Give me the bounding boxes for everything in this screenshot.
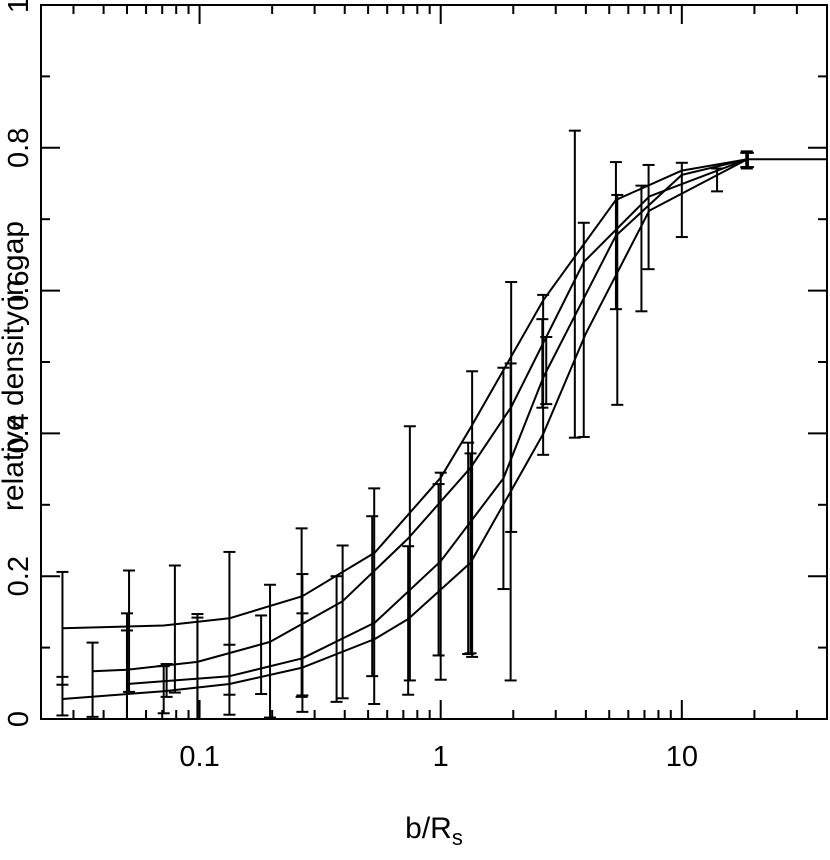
- y-tick-label: 0.2: [3, 556, 35, 596]
- error-bar: [403, 425, 416, 682]
- x-tick-label: 10: [666, 741, 698, 773]
- x-axis-label: b/Rs: [405, 812, 463, 850]
- error-bar: [536, 318, 549, 409]
- error-bar: [642, 163, 655, 271]
- error-bar: [462, 441, 475, 656]
- series-line-1: [62, 158, 827, 630]
- plot-frame: [40, 4, 828, 720]
- series-lines: [62, 158, 827, 700]
- y-tick-label: 1: [3, 0, 35, 13]
- y-tick-label: 0.6: [3, 270, 35, 310]
- y-tick-label: 0.8: [3, 128, 35, 168]
- error-bar: [255, 614, 268, 696]
- error-bars: [56, 129, 754, 720]
- y-tick-label: 0.4: [3, 413, 35, 453]
- tick-labels: 0.1 1 10 0 0.2 0.4 0.6 0.8 1: [3, 0, 698, 773]
- error-bar: [168, 564, 181, 694]
- error-bar: [56, 675, 69, 717]
- error-bar: [577, 221, 590, 438]
- error-bar: [86, 641, 99, 718]
- error-bar: [568, 129, 581, 439]
- error-bar: [466, 370, 479, 658]
- y-tick-label: 0: [3, 711, 35, 727]
- error-bar: [157, 665, 170, 715]
- x-tick-label: 1: [433, 741, 449, 773]
- series-line-4: [62, 158, 748, 700]
- series-line-2: [92, 158, 748, 673]
- y-axis-label: relative density in gap: [0, 221, 30, 511]
- axis-ticks: [41, 4, 828, 720]
- series-line-3: [126, 158, 748, 685]
- error-bar: [368, 487, 381, 706]
- error-bar: [635, 184, 648, 313]
- error-bar: [223, 643, 236, 716]
- error-bar: [434, 471, 447, 681]
- error-bar: [366, 515, 379, 678]
- error-bar: [296, 612, 309, 713]
- error-bar: [191, 613, 204, 720]
- error-bar: [611, 193, 624, 406]
- error-bar: [402, 545, 415, 696]
- x-tick-label: 0.1: [179, 741, 219, 773]
- error-bar: [120, 629, 133, 720]
